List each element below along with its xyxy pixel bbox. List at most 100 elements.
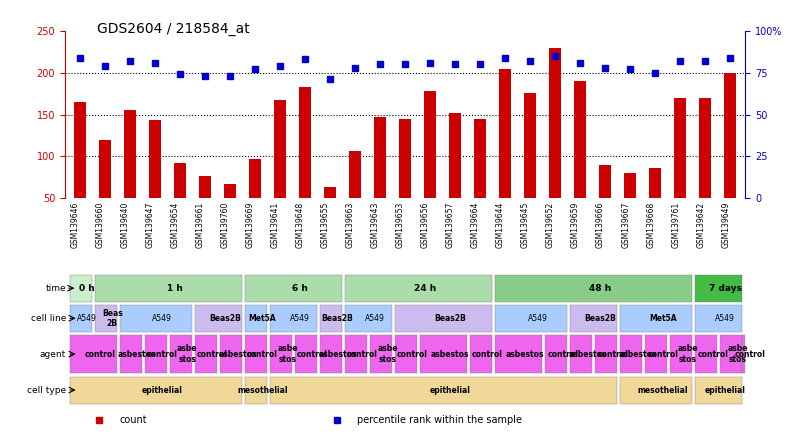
Bar — [474, 119, 486, 198]
Bar — [624, 173, 637, 198]
Text: cell line: cell line — [31, 314, 66, 323]
Text: 1 h: 1 h — [167, 284, 183, 293]
Text: Met5A: Met5A — [649, 314, 676, 323]
Text: GSM139668: GSM139668 — [646, 202, 655, 248]
FancyBboxPatch shape — [595, 335, 617, 373]
FancyBboxPatch shape — [70, 275, 92, 302]
Text: A549: A549 — [290, 314, 310, 323]
FancyBboxPatch shape — [695, 335, 717, 373]
Text: GSM139640: GSM139640 — [121, 202, 130, 248]
Text: control: control — [84, 349, 115, 359]
FancyBboxPatch shape — [245, 275, 342, 302]
Text: GSM139760: GSM139760 — [221, 202, 230, 248]
Text: GSM139660: GSM139660 — [96, 202, 104, 248]
Text: GSM139761: GSM139761 — [671, 202, 680, 248]
Bar — [524, 93, 536, 198]
FancyBboxPatch shape — [320, 335, 342, 373]
FancyBboxPatch shape — [220, 335, 242, 373]
FancyBboxPatch shape — [570, 305, 617, 332]
Text: control: control — [197, 349, 228, 359]
FancyBboxPatch shape — [245, 305, 267, 332]
Bar — [148, 120, 161, 198]
Bar — [324, 187, 336, 198]
Text: GSM139659: GSM139659 — [571, 202, 580, 248]
FancyBboxPatch shape — [345, 275, 492, 302]
FancyBboxPatch shape — [570, 335, 592, 373]
Text: Beas2B: Beas2B — [322, 314, 353, 323]
Text: GSM139657: GSM139657 — [446, 202, 455, 248]
Text: mesothelial: mesothelial — [237, 385, 288, 395]
Text: GSM139652: GSM139652 — [546, 202, 555, 248]
Text: asbe
stos: asbe stos — [377, 345, 398, 364]
Text: asbestos: asbestos — [218, 349, 257, 359]
Text: 7 days: 7 days — [709, 284, 742, 293]
FancyBboxPatch shape — [395, 335, 417, 373]
Text: GSM139656: GSM139656 — [421, 202, 430, 248]
FancyBboxPatch shape — [195, 335, 217, 373]
FancyBboxPatch shape — [95, 275, 242, 302]
Text: agent: agent — [40, 349, 66, 359]
Text: control: control — [735, 349, 765, 359]
FancyBboxPatch shape — [495, 275, 693, 302]
Text: GSM139654: GSM139654 — [171, 202, 180, 248]
FancyBboxPatch shape — [120, 335, 142, 373]
FancyBboxPatch shape — [620, 335, 642, 373]
Bar — [224, 184, 237, 198]
Bar — [373, 117, 386, 198]
Text: 48 h: 48 h — [589, 284, 612, 293]
FancyBboxPatch shape — [95, 305, 117, 332]
Text: A549: A549 — [78, 314, 97, 323]
Bar — [249, 159, 261, 198]
Text: Beas2B: Beas2B — [209, 314, 241, 323]
Text: epithelial: epithelial — [429, 385, 471, 395]
FancyBboxPatch shape — [470, 335, 492, 373]
Text: time: time — [45, 284, 66, 293]
Text: A549: A549 — [715, 314, 735, 323]
Bar — [74, 102, 86, 198]
Bar — [699, 98, 711, 198]
Text: control: control — [247, 349, 278, 359]
Text: control: control — [297, 349, 328, 359]
Text: Met5A: Met5A — [249, 314, 276, 323]
Bar — [424, 91, 437, 198]
FancyBboxPatch shape — [545, 335, 567, 373]
FancyBboxPatch shape — [70, 377, 242, 404]
FancyBboxPatch shape — [345, 335, 367, 373]
Text: asbe
stos: asbe stos — [277, 345, 298, 364]
FancyBboxPatch shape — [120, 305, 192, 332]
Bar — [124, 111, 136, 198]
FancyBboxPatch shape — [395, 305, 492, 332]
Bar — [499, 69, 511, 198]
FancyBboxPatch shape — [670, 335, 693, 373]
Text: count: count — [119, 415, 147, 425]
Text: A549: A549 — [152, 314, 173, 323]
Text: epithelial: epithelial — [705, 385, 746, 395]
Text: GSM139648: GSM139648 — [296, 202, 305, 248]
Text: control: control — [597, 349, 628, 359]
Bar — [599, 165, 612, 198]
FancyBboxPatch shape — [70, 335, 117, 373]
Text: GSM139645: GSM139645 — [521, 202, 530, 248]
Text: Beas2B: Beas2B — [584, 314, 616, 323]
Text: control: control — [697, 349, 728, 359]
Text: control: control — [647, 349, 678, 359]
FancyBboxPatch shape — [70, 305, 92, 332]
Bar — [299, 87, 311, 198]
Bar — [573, 81, 586, 198]
Bar — [274, 99, 286, 198]
FancyBboxPatch shape — [245, 335, 267, 373]
Text: GSM139669: GSM139669 — [246, 202, 255, 248]
Text: GDS2604 / 218584_at: GDS2604 / 218584_at — [97, 22, 250, 36]
FancyBboxPatch shape — [620, 377, 693, 404]
Bar — [173, 163, 186, 198]
Text: mesothelial: mesothelial — [637, 385, 688, 395]
FancyBboxPatch shape — [645, 335, 667, 373]
FancyBboxPatch shape — [495, 305, 567, 332]
Text: asbestos: asbestos — [118, 349, 156, 359]
FancyBboxPatch shape — [195, 305, 242, 332]
FancyBboxPatch shape — [145, 335, 167, 373]
Text: control: control — [472, 349, 503, 359]
Text: percentile rank within the sample: percentile rank within the sample — [357, 415, 522, 425]
Text: GSM139655: GSM139655 — [321, 202, 330, 248]
FancyBboxPatch shape — [742, 335, 745, 373]
